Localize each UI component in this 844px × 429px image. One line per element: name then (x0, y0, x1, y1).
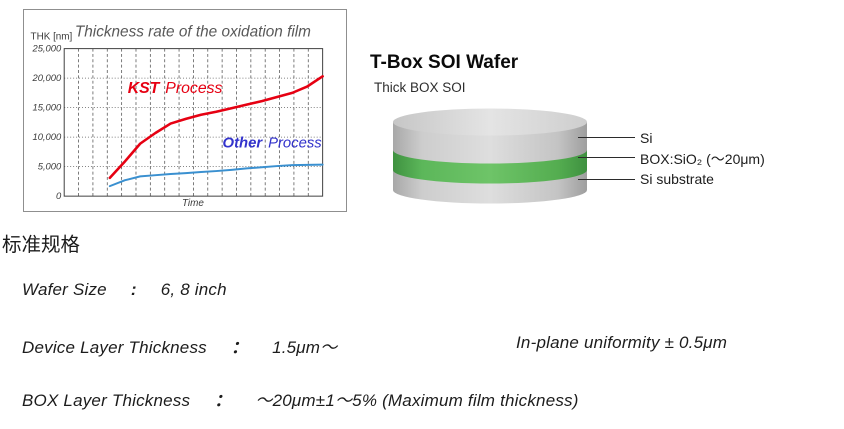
spec-label: Device Layer Thickness (22, 338, 207, 357)
wafer-section-subheading: Thick BOX SOI (374, 80, 466, 95)
spec-value: 6, 8 inch (160, 280, 227, 299)
wafer-bottom (393, 176, 587, 204)
spec-colon: : (130, 280, 137, 299)
svg-text:20,000: 20,000 (31, 72, 61, 83)
label-si-substrate: Si substrate (640, 171, 714, 187)
spec-value: 1.5μm～ (272, 338, 338, 357)
soi-wafer-illustration (393, 108, 587, 204)
wafer-section-heading: T-Box SOI Wafer (370, 52, 519, 73)
box-oxide-band (393, 150, 587, 184)
chart-svg: Thickness rate of the oxidation film THK… (31, 24, 324, 209)
leader-line-si (578, 137, 635, 138)
spec-row-wafer-size: Wafer Size: 6, 8 inch (22, 280, 227, 300)
spec-inplane-uniformity: In-plane uniformity ± 0.5μm (516, 333, 728, 352)
chart-plot-area (63, 48, 324, 197)
spec-label: BOX Layer Thickness (22, 391, 191, 410)
y-axis-tick-labels: 0 5,000 10,000 15,000 20,000 25,000 (31, 43, 62, 202)
svg-text:0: 0 (56, 190, 62, 201)
spec-label: Wafer Size (22, 280, 107, 299)
other-process-annotation: Other Process (223, 136, 323, 152)
svg-text:5,000: 5,000 (38, 161, 62, 172)
svg-text:25,000: 25,000 (31, 43, 61, 54)
leader-line-box (578, 157, 635, 158)
y-axis-unit-label: THK [nm] (31, 32, 73, 43)
label-box-layer: BOX:SiO₂ (～20μm) (640, 151, 765, 167)
wafer-top-surface (393, 108, 587, 136)
spec-colon: ： (230, 338, 249, 357)
chart-title: Thickness rate of the oxidation film (75, 24, 311, 41)
specs-heading: 标准规格 (2, 234, 81, 256)
kst-process-annotation: KST Process (128, 80, 223, 97)
spec-row-device-layer: Device Layer Thickness ： 1.5μm～ In-plane u… (22, 333, 727, 358)
leader-line-substrate (578, 179, 635, 180)
svg-text:15,000: 15,000 (32, 102, 61, 113)
spec-value: ～20μm±1～5% (Maximum film thickness) (255, 391, 579, 410)
spec-colon: ： (214, 391, 232, 410)
x-axis-label: Time (182, 198, 204, 209)
oxidation-rate-chart: Thickness rate of the oxidation film THK… (23, 9, 347, 212)
spec-row-box-layer: BOX Layer Thickness ： ～20μm±1～5% (Maximum … (22, 386, 579, 411)
svg-text:10,000: 10,000 (32, 131, 61, 142)
label-si-layer: Si (640, 130, 653, 146)
